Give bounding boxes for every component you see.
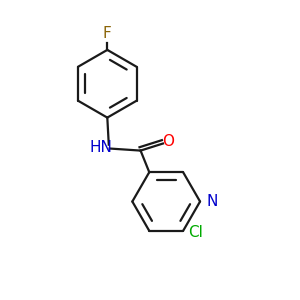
Text: HN: HN xyxy=(90,140,113,155)
Text: O: O xyxy=(162,134,174,149)
Text: F: F xyxy=(103,26,112,41)
Text: N: N xyxy=(206,194,218,209)
Text: Cl: Cl xyxy=(188,225,203,240)
